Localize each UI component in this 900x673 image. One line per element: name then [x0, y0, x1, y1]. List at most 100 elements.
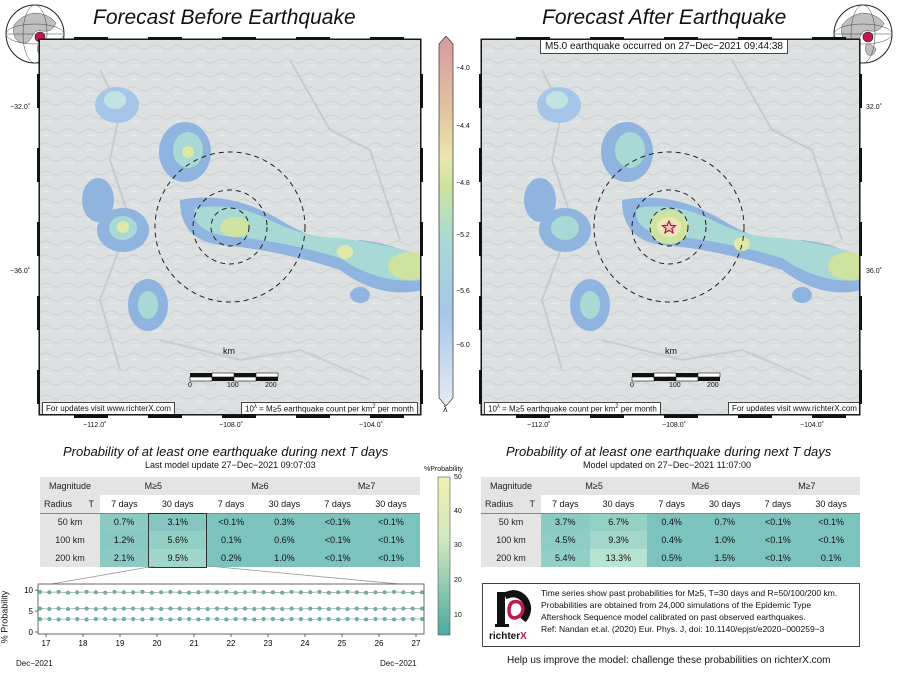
series-1-point	[187, 590, 192, 595]
right-lon-tick-1: −112.0˚	[527, 422, 551, 429]
right-map-title: Forecast After Earthquake	[542, 6, 787, 29]
right-cell: 0.7%	[695, 513, 754, 531]
colorbar-label-1: −4.0	[456, 65, 470, 72]
series-3-point	[187, 617, 192, 622]
series-3-point	[56, 617, 61, 622]
series-2-point	[205, 607, 210, 612]
series-1-point	[289, 589, 294, 594]
right-units-note: 10λ = M≥5 earthquake count per km2 per m…	[484, 402, 661, 414]
x-tick-label: 23	[264, 639, 273, 648]
series-3-point	[75, 617, 80, 622]
left-period-4: 30 days	[268, 498, 301, 509]
series-3-point	[196, 617, 201, 622]
left-radius-50: 50 km	[40, 513, 100, 531]
series-3-point	[326, 617, 331, 622]
left-scale-0: 0	[188, 382, 192, 389]
series-2-point	[140, 607, 145, 612]
left-probability-table: Magnitude M≥5 M≥6 M≥7 Radius T 7 days 30…	[40, 477, 420, 568]
right-cell: <0.1%	[802, 531, 860, 549]
x-tick-label: 22	[227, 639, 236, 648]
series-2-point	[373, 607, 378, 612]
left-period-3: 7 days	[217, 498, 245, 509]
left-credit-link[interactable]: For updates visit www.richterX.com	[42, 402, 175, 414]
right-scale-bar	[631, 372, 721, 382]
series-2-point	[382, 606, 387, 611]
right-period-4: 30 days	[708, 498, 741, 509]
series-3-point	[298, 617, 303, 622]
right-period-6: 30 days	[815, 498, 847, 509]
series-3-point	[205, 617, 210, 622]
series-3-point	[159, 617, 164, 622]
series-2-point	[345, 607, 350, 612]
series-3-point	[308, 617, 313, 622]
right-forecast-map[interactable]: M5.0 earthquake occurred on 27−Dec−2021 …	[481, 39, 860, 415]
series-1-point	[38, 589, 43, 594]
left-lat-tick-2: −36.0˚	[10, 268, 31, 275]
table-row: 50 km 0.7% 3.1% <0.1% 0.3% <0.1% <0.1%	[40, 512, 420, 531]
left-lon-tick-2: −108.0˚	[219, 422, 243, 429]
left-units-note: 10λ = M≥5 earthquake count per km2 per m…	[241, 402, 418, 414]
y-tick-label: 10	[24, 586, 33, 595]
series-2-point	[38, 606, 43, 611]
series-3-point	[410, 617, 415, 622]
series-3-point	[401, 617, 406, 622]
series-3-point	[177, 617, 182, 622]
series-2-point	[364, 606, 369, 611]
left-rate-surface	[40, 40, 420, 414]
series-1-point	[121, 590, 126, 595]
series-2-point	[65, 607, 70, 612]
prob-colorbar-50: 50	[454, 474, 462, 481]
series-1-point	[270, 590, 275, 595]
prob-colorbar-10: 10	[454, 612, 462, 619]
right-mag-header-5: M≥5	[541, 477, 648, 495]
left-cell: 0.2%	[206, 549, 256, 567]
series-2-point	[93, 607, 98, 612]
left-cell: <0.1%	[362, 513, 420, 531]
series-3-point	[93, 617, 98, 622]
series-1-point	[103, 590, 108, 595]
series-2-point	[47, 607, 52, 612]
series-1-point	[196, 590, 201, 595]
prob-colorbar-title: %Probability	[424, 466, 463, 473]
series-3-point	[215, 617, 220, 622]
right-mag-header-7: M≥7	[753, 477, 860, 495]
series-2-point	[392, 607, 397, 612]
right-magnitude-header: Magnitude	[481, 477, 541, 495]
right-scale-0: 0	[630, 382, 634, 389]
table-row: 200 km 5.4% 13.3% 0.5% 1.5% <0.1% 0.1%	[481, 549, 860, 567]
series-2-point	[112, 607, 117, 612]
left-cell: 0.7%	[100, 513, 149, 531]
right-lon-tick-2: −108.0˚	[662, 422, 686, 429]
right-cell: <0.1%	[753, 549, 803, 567]
left-globe-icon	[5, 4, 65, 64]
chart-x-end-label: Dec−2021	[380, 659, 417, 668]
y-tick-label: 5	[29, 607, 34, 616]
series-1-point	[131, 590, 136, 595]
series-1-point	[345, 589, 350, 594]
right-radius-50: 50 km	[481, 513, 541, 531]
series-1-point	[252, 589, 257, 594]
prob-colorbar	[437, 476, 451, 636]
left-forecast-map[interactable]: km 0 100 200 For updates visit www.richt…	[39, 39, 421, 415]
right-credit-link[interactable]: For updates visit www.richterX.com	[728, 402, 859, 414]
right-mag-header-6: M≥6	[647, 477, 754, 495]
right-rate-surface	[482, 40, 859, 414]
table-row: 50 km 3.7% 6.7% 0.4% 0.7% <0.1% <0.1%	[481, 513, 860, 531]
series-3-point	[420, 617, 425, 622]
right-period-5: 7 days	[764, 498, 792, 509]
footer-help-link[interactable]: Help us improve the model: challenge the…	[507, 655, 831, 666]
series-2-point	[159, 607, 164, 612]
series-3-point	[168, 617, 173, 622]
colorbar-label-6: −6.0	[456, 342, 470, 349]
series-1-point	[308, 590, 313, 595]
series-1-point	[140, 589, 145, 594]
x-tick-label: 27	[412, 639, 421, 648]
series-3-point	[261, 617, 266, 622]
right-cell: 0.4%	[647, 531, 696, 549]
left-cell: 1.0%	[255, 549, 314, 567]
series-1-point	[215, 590, 220, 595]
series-2-point	[289, 606, 294, 611]
x-tick-label: 19	[116, 639, 125, 648]
info-line-2: Probabilities are obtained from 24,000 s…	[541, 600, 812, 610]
left-cell: <0.1%	[362, 531, 420, 549]
